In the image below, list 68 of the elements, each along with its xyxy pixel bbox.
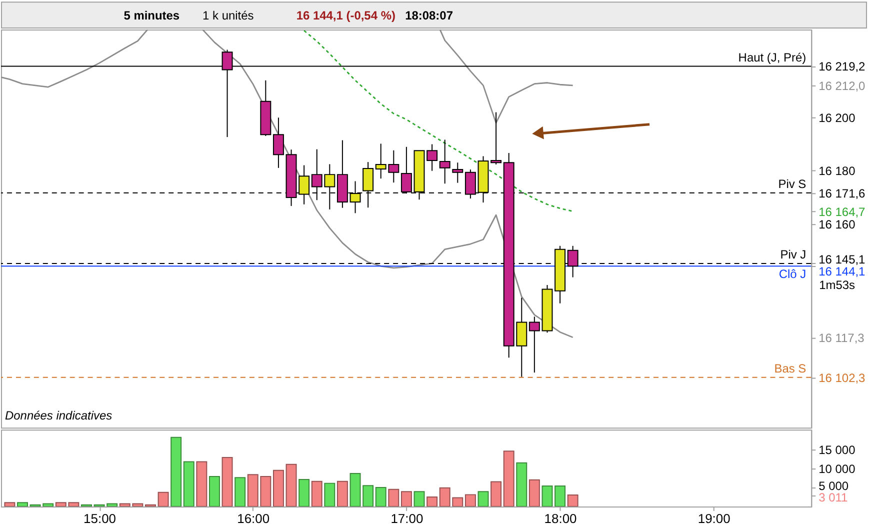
candlestick <box>528 316 540 374</box>
y-tick-label: 15 000 <box>818 443 856 458</box>
candlestick <box>452 162 464 184</box>
bar <box>567 494 578 506</box>
text: 1m53s <box>819 278 856 292</box>
ref-line-label: Clô J <box>778 267 806 282</box>
bar <box>528 479 540 506</box>
y-tick-label: 16 144,1 <box>818 264 866 278</box>
bar <box>298 479 310 506</box>
text: 18:08:07 <box>405 8 454 23</box>
y-tick-label: 16 160 <box>818 217 856 232</box>
bar <box>158 492 169 506</box>
bar <box>196 461 208 506</box>
candlestick <box>490 112 502 165</box>
y-tick-label: 16 145,1 <box>818 252 866 266</box>
bar <box>17 502 28 506</box>
bar <box>542 485 553 506</box>
x-tick-label: 15:00 <box>84 510 116 525</box>
y-tick-label: 16 117,3 <box>818 330 865 345</box>
candlestick <box>439 139 450 184</box>
ref-line-label: Piv S <box>778 176 806 191</box>
line-series <box>303 30 574 212</box>
x-tick-label: 18:00 <box>544 510 577 525</box>
bar <box>426 496 438 506</box>
text: 16 144,1 (-0,54 %) <box>296 8 396 23</box>
bar <box>375 486 386 506</box>
bar <box>311 480 322 506</box>
bar <box>414 491 425 506</box>
bar <box>170 436 182 506</box>
ref-line-label: Bas S <box>774 361 806 376</box>
x-tick-label: 17:00 <box>390 510 424 525</box>
bar <box>183 461 194 506</box>
ref-line-label: Haut (J, Pré) <box>738 50 806 64</box>
text: 5 minutes <box>124 8 180 23</box>
x-tick-label: 16:00 <box>237 510 270 525</box>
bar <box>503 450 514 506</box>
bar <box>400 491 412 506</box>
annotation: Données indicatives <box>4 408 112 423</box>
line-series <box>439 30 574 124</box>
y-tick-label: 16 180 <box>818 164 856 178</box>
bar <box>272 470 284 506</box>
bar <box>208 476 220 506</box>
bar <box>478 491 489 506</box>
bar <box>4 502 16 506</box>
bar <box>554 485 566 506</box>
y-tick-label: 5 000 <box>818 478 849 493</box>
y-tick-label: 16 212,0 <box>818 78 866 93</box>
y-tick-label: 16 200 <box>818 110 856 125</box>
y-tick-label: 3 011 <box>818 490 848 505</box>
y-tick-label: 16 164,7 <box>818 204 866 219</box>
candlestick <box>272 117 284 168</box>
y-tick-label: 16 102,3 <box>818 370 866 385</box>
bar <box>388 488 400 506</box>
candlestick <box>426 144 438 172</box>
bar <box>234 477 246 506</box>
bar <box>336 480 348 506</box>
bar <box>516 462 528 506</box>
bar <box>286 464 297 506</box>
y-tick-label: 10 000 <box>818 462 856 476</box>
bar <box>324 482 336 506</box>
y-tick-label: 16 219,2 <box>818 60 866 74</box>
y-tick-label: 16 171,6 <box>818 186 866 200</box>
bar <box>464 494 476 506</box>
bar <box>222 457 233 506</box>
bar <box>490 481 502 506</box>
x-tick-label: 19:00 <box>698 510 730 525</box>
text: 1 k unités <box>202 8 254 23</box>
ref-line-label: Piv J <box>780 247 806 262</box>
